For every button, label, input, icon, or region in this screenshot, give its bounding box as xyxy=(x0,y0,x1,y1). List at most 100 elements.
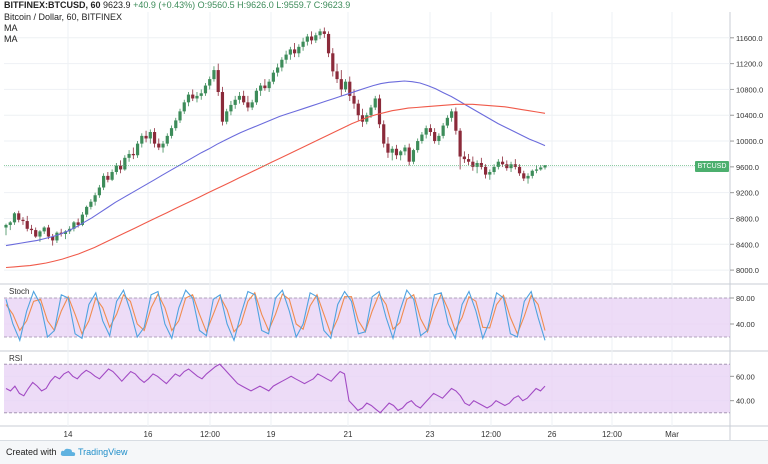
candle-body xyxy=(433,132,437,142)
candle-body xyxy=(522,173,526,179)
candle-body xyxy=(203,85,208,94)
x-tick-label: 12:00 xyxy=(481,430,502,439)
candle-body xyxy=(199,93,203,96)
candle-body xyxy=(382,124,386,144)
candle-body xyxy=(174,120,178,129)
candle-body xyxy=(488,172,492,175)
x-tick-label: 21 xyxy=(344,430,353,439)
candle-body xyxy=(267,81,271,89)
candle-body xyxy=(437,135,441,142)
candle-body xyxy=(237,95,242,100)
candle-body xyxy=(543,165,547,168)
candle-body xyxy=(178,111,182,121)
candle-body xyxy=(55,232,59,241)
y-tick-label: 8800.0 xyxy=(736,214,759,223)
candle-body xyxy=(411,150,416,162)
candle-body xyxy=(292,49,297,54)
y-tick-label: 80.00 xyxy=(736,294,755,303)
candle-body xyxy=(131,153,135,156)
header-ohlc: O:9560.5 H:9626.0 L:9559.7 C:9623.9 xyxy=(197,0,351,10)
candle-body xyxy=(500,161,505,165)
candle-body xyxy=(441,125,445,136)
x-tick-label: 19 xyxy=(267,430,276,439)
candle-body xyxy=(169,128,174,136)
candle-body xyxy=(280,59,284,68)
x-tick-label: Mar xyxy=(665,430,679,439)
candle-body xyxy=(195,95,199,99)
candle-body xyxy=(250,102,254,108)
candle-body xyxy=(97,187,101,196)
y-tick-label: 40.00 xyxy=(736,397,755,406)
candle-body xyxy=(407,147,411,162)
chart-header: BITFINEX:BTCUSD, 60 9623.9 +40.9 (+0.43%… xyxy=(4,0,350,11)
candle-body xyxy=(530,170,534,176)
overbought-oversold-band xyxy=(4,298,730,337)
candle-body xyxy=(390,148,394,153)
candle-body xyxy=(339,79,343,90)
indicator-ma-1[interactable]: MA xyxy=(4,23,18,33)
candle-body xyxy=(471,161,475,167)
candle-body xyxy=(254,90,259,103)
candle-body xyxy=(8,222,12,225)
candle-body xyxy=(505,164,509,169)
candle-body xyxy=(140,135,144,144)
candle-body xyxy=(420,134,424,142)
x-tick-label: 16 xyxy=(144,430,153,439)
stoch-d-line xyxy=(5,291,546,336)
y-tick-label: 9200.0 xyxy=(736,189,759,198)
candle-body xyxy=(229,104,233,112)
candle-body xyxy=(360,115,365,122)
candle-body xyxy=(72,222,76,229)
candle-body xyxy=(301,41,305,47)
candle-body xyxy=(110,172,114,180)
candle-body xyxy=(365,115,369,122)
stoch-k-line xyxy=(5,288,546,343)
candle-body xyxy=(135,143,140,156)
candle-body xyxy=(118,165,123,170)
candle-body xyxy=(38,231,42,237)
x-tick-label: 26 xyxy=(548,430,557,439)
candle-body xyxy=(492,166,496,173)
chart-svg[interactable]: 14 16 12:00 19 21 23 12:00 26 12:00 Mar 8000.0 8400… xyxy=(0,0,768,440)
candle-body xyxy=(509,164,513,169)
y-tick-label: 40.00 xyxy=(736,320,755,329)
candle-body xyxy=(246,102,250,108)
candle-body xyxy=(326,33,331,54)
candle-body xyxy=(352,95,356,104)
candle-body xyxy=(305,36,309,42)
x-tick-label: 14 xyxy=(64,430,73,439)
y-tick-label: 11600.0 xyxy=(736,34,763,43)
candle-body xyxy=(450,111,454,118)
candle-body xyxy=(314,35,318,41)
price-tag: BTCUSD xyxy=(695,161,729,172)
tradingview-link[interactable]: TradingView xyxy=(78,447,128,457)
ma-line-red xyxy=(5,103,546,269)
candle-body xyxy=(467,159,471,162)
candle-body xyxy=(242,95,246,103)
candle-body xyxy=(271,72,275,82)
candle-body xyxy=(348,81,352,96)
candle-body xyxy=(445,117,449,126)
candle-body xyxy=(182,102,186,112)
candle-body xyxy=(539,167,543,170)
y-tick-label: 8400.0 xyxy=(736,240,759,249)
y-tick-label: 8000.0 xyxy=(736,266,759,275)
x-tick-label: 12:00 xyxy=(602,430,623,439)
x-tick-label: 23 xyxy=(426,430,435,439)
candle-body xyxy=(233,99,237,105)
candle-body xyxy=(335,71,339,80)
header-symbol: BITFINEX:BTCUSD, 60 xyxy=(4,0,101,10)
candle-body xyxy=(377,98,382,125)
candle-body xyxy=(263,85,267,89)
candle-body xyxy=(259,85,263,91)
pane-title: Stoch xyxy=(9,287,29,296)
candle-body xyxy=(165,135,169,144)
candle-body xyxy=(12,213,17,223)
ma-line-blue xyxy=(5,80,546,247)
candle-body xyxy=(106,175,110,180)
y-tick-label: 10000.0 xyxy=(736,137,763,146)
candle-body xyxy=(297,46,301,54)
indicator-ma-2[interactable]: MA xyxy=(4,34,18,44)
header-change: +40.9 (+0.43%) xyxy=(133,0,196,10)
